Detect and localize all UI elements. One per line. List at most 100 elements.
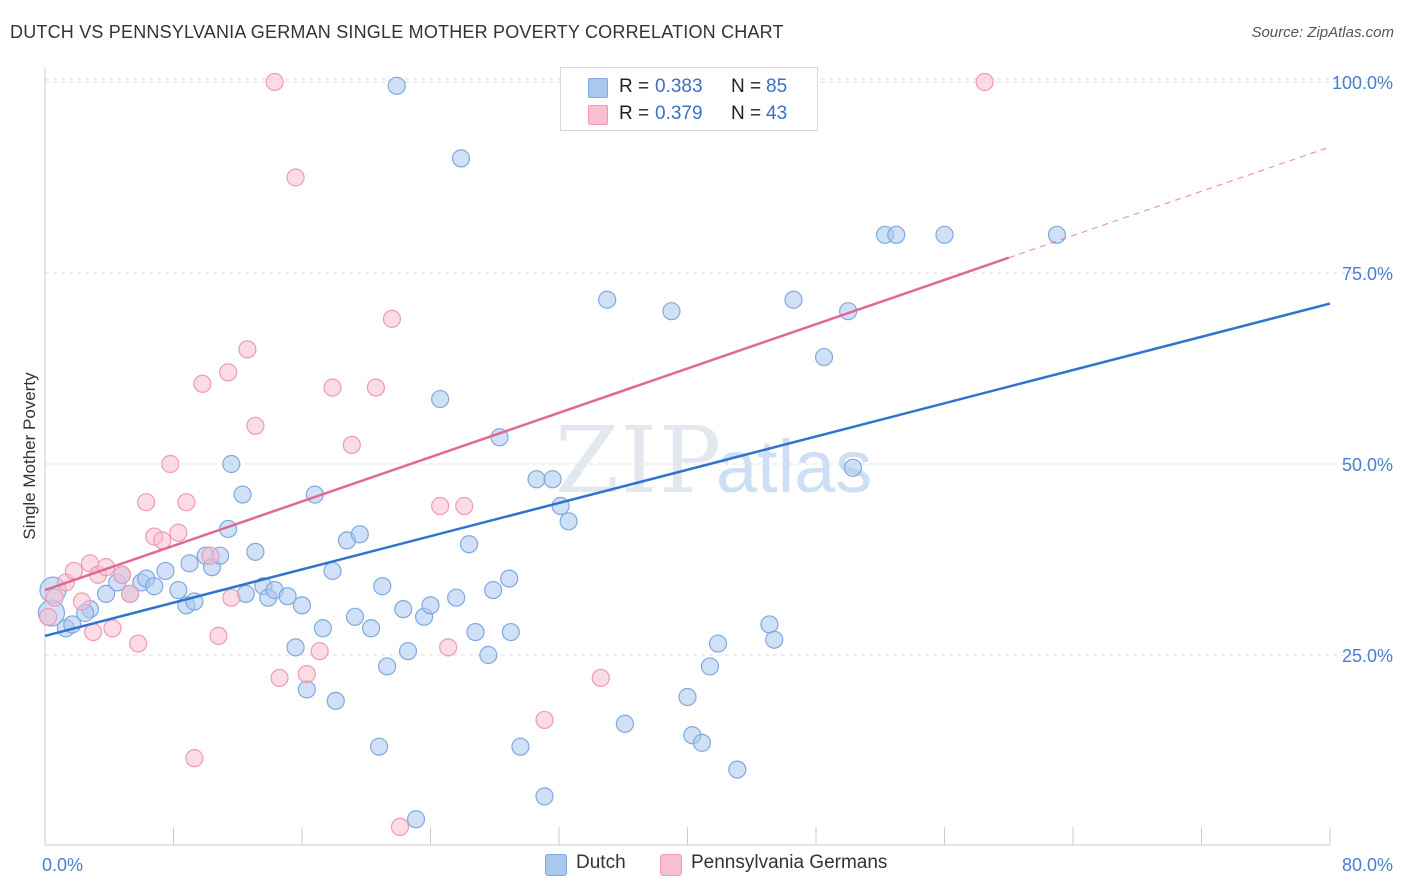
- y-tick-label: 50.0%: [1342, 455, 1393, 475]
- dutch-r-value: 0.383: [655, 76, 703, 97]
- pg-point: [222, 588, 241, 607]
- dutch-point: [361, 619, 381, 638]
- dutch-n-value: 85: [766, 76, 788, 97]
- pg-point: [185, 749, 204, 768]
- y-tick-label: 25.0%: [1342, 646, 1393, 666]
- dutch-point: [728, 760, 747, 779]
- dutch-point: [387, 76, 406, 95]
- dutch-point: [313, 619, 332, 638]
- dutch-point: [145, 577, 164, 596]
- pg-point: [535, 710, 554, 730]
- dutch-point: [406, 810, 426, 829]
- pg-point: [177, 493, 196, 512]
- pg-n-label: N =: [731, 103, 762, 124]
- y-tick-label: 100.0%: [1332, 73, 1393, 93]
- dutch-point: [615, 714, 634, 733]
- pg-point: [439, 638, 458, 657]
- pg-point: [201, 546, 220, 565]
- pg-point: [286, 168, 305, 187]
- dutch-point: [378, 657, 397, 676]
- x-tick-label: 0.0%: [42, 855, 83, 875]
- dutch-point: [814, 347, 834, 367]
- dutch-point: [292, 596, 312, 615]
- dutch-point: [233, 485, 252, 504]
- dutch-point: [326, 691, 345, 710]
- dutch-point: [459, 535, 479, 554]
- pg-point: [72, 592, 92, 611]
- pg-point: [390, 817, 410, 837]
- dutch-point: [323, 561, 342, 581]
- watermark: ZIP atlas: [555, 407, 872, 514]
- dutch-point: [373, 577, 392, 596]
- pg-point: [112, 565, 132, 584]
- pg-n-value: 43: [766, 103, 788, 124]
- dutch-point: [527, 470, 546, 489]
- dutch-n-label: N =: [731, 76, 762, 97]
- pg-point: [209, 626, 228, 646]
- bottom-pg-label: Pennsylvania Germans: [691, 852, 888, 873]
- dutch-r-label: R =: [619, 76, 650, 97]
- x-tick-label: 80.0%: [1342, 855, 1393, 875]
- source-label: Source: ZipAtlas.com: [1251, 24, 1394, 41]
- dutch-point: [394, 600, 413, 619]
- pg-point: [219, 363, 238, 382]
- dutch-point: [692, 733, 712, 752]
- dutch-point: [278, 587, 297, 606]
- bottom-dutch-swatch: [545, 854, 567, 876]
- pg-point: [137, 493, 156, 512]
- pg-point: [45, 588, 64, 607]
- pg-trend-line: [44, 256, 1010, 592]
- dutch-point: [662, 302, 681, 321]
- dutch-point: [169, 580, 188, 600]
- pg-point: [297, 664, 316, 684]
- dutch-point: [708, 634, 728, 653]
- pg-point: [366, 378, 385, 397]
- trend-lines: [44, 146, 1331, 638]
- pg-point: [246, 416, 265, 435]
- pg-r-label: R =: [619, 103, 650, 124]
- dutch-point: [843, 458, 863, 477]
- dutch-point: [543, 470, 562, 489]
- tick-labels: 25.0% 50.0% 75.0% 100.0% 0.0% 80.0%: [42, 73, 1393, 875]
- dutch-point: [598, 290, 617, 309]
- dutch-point: [222, 454, 241, 474]
- grid-lines: [45, 78, 1390, 656]
- dutch-point: [96, 584, 116, 603]
- dutch-point: [500, 569, 519, 588]
- stats-legend: R = 0.383 N = 85 R = 0.379 N = 43: [560, 67, 818, 131]
- y-axis-label: Single Mother Poverty: [20, 372, 39, 540]
- pg-point: [121, 584, 140, 603]
- dutch-swatch: [588, 78, 608, 98]
- pg-swatch: [588, 105, 608, 125]
- pg-trend-extension: [1008, 146, 1331, 259]
- pg-point: [455, 496, 474, 516]
- pg-point: [323, 378, 342, 397]
- pg-point: [975, 72, 994, 92]
- dutch-point: [559, 512, 578, 531]
- dutch-point: [484, 580, 503, 600]
- dutch-point: [760, 615, 779, 634]
- pg-point: [382, 309, 402, 328]
- dutch-point: [479, 645, 498, 665]
- pg-point: [342, 435, 361, 454]
- pg-point: [270, 668, 289, 688]
- pg-point: [39, 607, 58, 626]
- dutch-point: [700, 657, 720, 676]
- pg-point: [129, 634, 148, 653]
- dutch-point: [350, 525, 369, 544]
- bottom-dutch-label: Dutch: [576, 852, 626, 873]
- pg-point: [431, 496, 450, 516]
- dutch-point: [1047, 225, 1067, 244]
- dutch-point: [451, 149, 471, 168]
- dutch-point: [180, 554, 199, 573]
- pg-point: [591, 668, 610, 688]
- dutch-point: [398, 642, 418, 661]
- pg-point: [265, 72, 284, 92]
- bottom-pg-swatch: [660, 854, 682, 876]
- y-tick-label: 75.0%: [1342, 264, 1393, 284]
- dutch-point: [421, 596, 440, 615]
- dutch-point: [784, 290, 803, 309]
- pg-point: [103, 619, 122, 638]
- pg-point: [310, 642, 329, 661]
